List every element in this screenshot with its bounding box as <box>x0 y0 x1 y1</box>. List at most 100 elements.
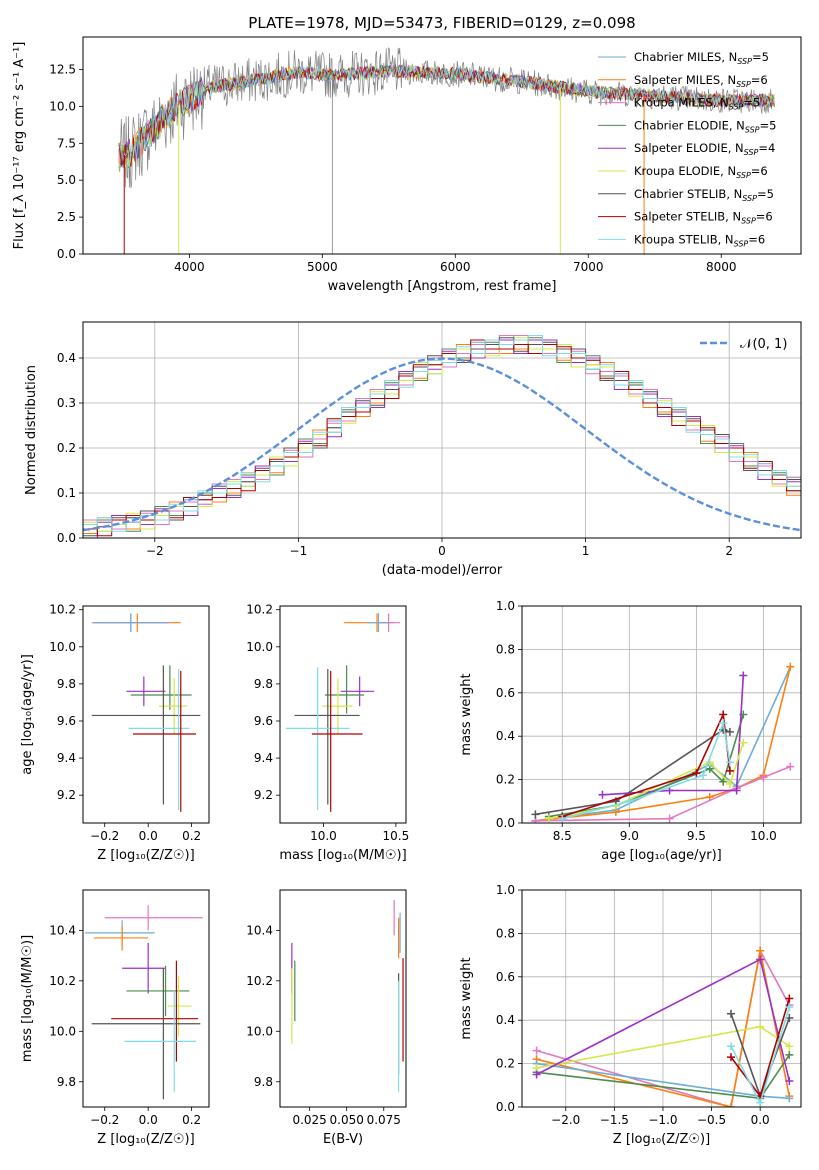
series-marker <box>756 1098 765 1107</box>
x-tick-label: 0.075 <box>367 1113 401 1127</box>
x-axis-label: age [log₁₀(age/yr)] <box>601 848 722 863</box>
legend-label-sub: SSP <box>737 57 752 66</box>
y-tick-label: 0.0 <box>496 816 515 830</box>
y-tick-label: 10.4 <box>246 923 273 937</box>
axes-frame <box>279 605 407 824</box>
y-tick-label: 0.2 <box>57 441 76 455</box>
legend-label-main: Kroupa ELODIE, N <box>634 164 736 178</box>
legend-label-main: Chabrier MILES, N <box>634 50 737 64</box>
x-tick-label: −0.2 <box>90 1113 119 1127</box>
legend-label: Chabrier STELIB, NSSP=5 <box>634 187 774 203</box>
x-tick-label: −2.0 <box>551 1113 580 1127</box>
histogram-salpeter-stelib <box>83 339 801 537</box>
model-chabrier-stelib <box>118 64 775 168</box>
x-axis-label: Z [log₁₀(Z/Z☉)] <box>97 848 194 863</box>
y-tick-label: 7.5 <box>57 136 76 150</box>
legend-label-sub: SSP <box>745 125 760 134</box>
legend-label-main: Kroupa STELIB, N <box>634 232 734 246</box>
series-marker <box>739 738 748 747</box>
errorbars <box>85 905 203 1100</box>
legend-label-main: Chabrier STELIB, N <box>634 187 742 201</box>
legend-label-n: =6 <box>751 164 768 178</box>
x-tick-label: 4000 <box>174 260 205 274</box>
x-tick-label: 8.5 <box>553 829 572 843</box>
series-line-chabrier-miles <box>535 666 792 822</box>
series-marker <box>785 994 794 1003</box>
legend-label-sub: SSP <box>744 148 759 157</box>
ebv-vs-mass-panel: 0.025 0.050 0.075 9.8 10.0 10.2 10.4 E(B-V) <box>246 889 407 1147</box>
x-tick-label: 0.0 <box>139 829 158 843</box>
z-vs-age-panel: −0.2 0.0 0.2 9.2 9.4 9.6 9.8 10.0 10.2 Z [log₁₀(Z… <box>20 603 210 863</box>
series-line-chabrier-stelib <box>535 728 731 816</box>
legend-label-n: =6 <box>748 232 765 246</box>
series-marker <box>785 1003 794 1012</box>
series-marker <box>732 786 741 795</box>
y-tick-label: 0.0 <box>496 1100 515 1114</box>
y-tick-label: 0.0 <box>57 247 76 261</box>
series-marker <box>725 766 734 775</box>
legend-label: Salpeter ELODIE, NSSP=4 <box>634 141 775 157</box>
x-tick-label: −1.5 <box>600 1113 629 1127</box>
series-marker <box>785 1094 794 1103</box>
x-tick-label: 0.050 <box>330 1113 364 1127</box>
series <box>531 662 795 823</box>
x-tick-label: −1 <box>290 544 308 558</box>
x-tick-label: 0.025 <box>292 1113 326 1127</box>
y-tick-label: 0.2 <box>496 1057 515 1071</box>
y-tick-label: 0.4 <box>496 1013 515 1027</box>
legend-label-n: =5 <box>760 118 777 132</box>
legend-label-main: Chabrier ELODIE, N <box>634 118 745 132</box>
series-marker <box>531 810 540 819</box>
x-tick-label: 0 <box>438 544 446 558</box>
y-tick-label: 0.1 <box>57 486 76 500</box>
legend-label: Kroupa MILES, NSSP=5 <box>634 96 760 112</box>
series-marker <box>739 671 748 680</box>
series-line-salpeter-miles <box>535 666 792 822</box>
y-axis-label: Normed distribution <box>24 365 39 495</box>
y-tick-label: 9.6 <box>254 714 273 728</box>
series-marker <box>692 769 701 778</box>
x-tick-label: −0.5 <box>697 1113 726 1127</box>
errorbars <box>285 613 401 812</box>
axes-frame <box>82 36 802 255</box>
y-tick-label: 0.3 <box>57 396 76 410</box>
histogram-salpeter-elodie <box>83 339 801 538</box>
y-tick-label: 9.8 <box>57 677 76 691</box>
legend-label-main: Kroupa MILES, N <box>634 96 729 110</box>
y-tick-label: 12.5 <box>49 62 76 76</box>
y-tick-label: 0.6 <box>496 686 515 700</box>
y-tick-label: 9.4 <box>57 751 76 765</box>
mass-vs-age-panel: 10.0 10.5 9.2 9.4 9.6 9.8 10.0 10.2 mass [log₁₀(… <box>246 603 409 863</box>
series-marker <box>727 1103 736 1107</box>
x-axis-label: (data-model)/error <box>382 563 503 578</box>
y-axis-label: mass [log₁₀(M/M☉)] <box>20 935 35 1062</box>
series-marker <box>719 719 728 728</box>
series-marker <box>727 1009 736 1018</box>
axes-frame <box>521 889 802 1108</box>
histogram-kroupa-stelib <box>83 335 801 532</box>
legend-label: 𝒩(0, 1) <box>740 337 787 352</box>
series-line-kroupa-stelib <box>561 720 731 820</box>
y-tick-label: 5.0 <box>57 173 76 187</box>
y-tick-label: 9.8 <box>254 677 273 691</box>
series-marker <box>532 1046 541 1055</box>
y-tick-label: 10.2 <box>246 974 273 988</box>
y-tick-label: 9.8 <box>57 1075 76 1089</box>
x-axis-label: E(B-V) <box>323 1132 363 1147</box>
x-tick-label: 8000 <box>706 260 737 274</box>
y-tick-label: 9.8 <box>254 1075 273 1089</box>
y-tick-label: 10.0 <box>246 1024 273 1038</box>
residuals-panel: −2 −1 0 1 2 0.0 0.1 0.2 0.3 0.4 (data-model)/error… <box>24 321 802 578</box>
series-marker <box>756 955 765 964</box>
x-tick-label: 9.5 <box>687 829 706 843</box>
y-tick-label: 9.2 <box>57 788 76 802</box>
y-tick-label: 1.0 <box>496 883 515 897</box>
legend-label-n: =6 <box>756 210 773 224</box>
series-marker <box>786 662 795 671</box>
series-marker <box>725 779 734 788</box>
series-marker <box>544 814 553 823</box>
x-tick-label: 0.2 <box>182 829 201 843</box>
series-marker <box>785 1042 794 1051</box>
y-tick-label: 10.2 <box>49 603 76 617</box>
figure-title: PLATE=1978, MJD=53473, FIBERID=0129, z=0… <box>248 14 635 32</box>
